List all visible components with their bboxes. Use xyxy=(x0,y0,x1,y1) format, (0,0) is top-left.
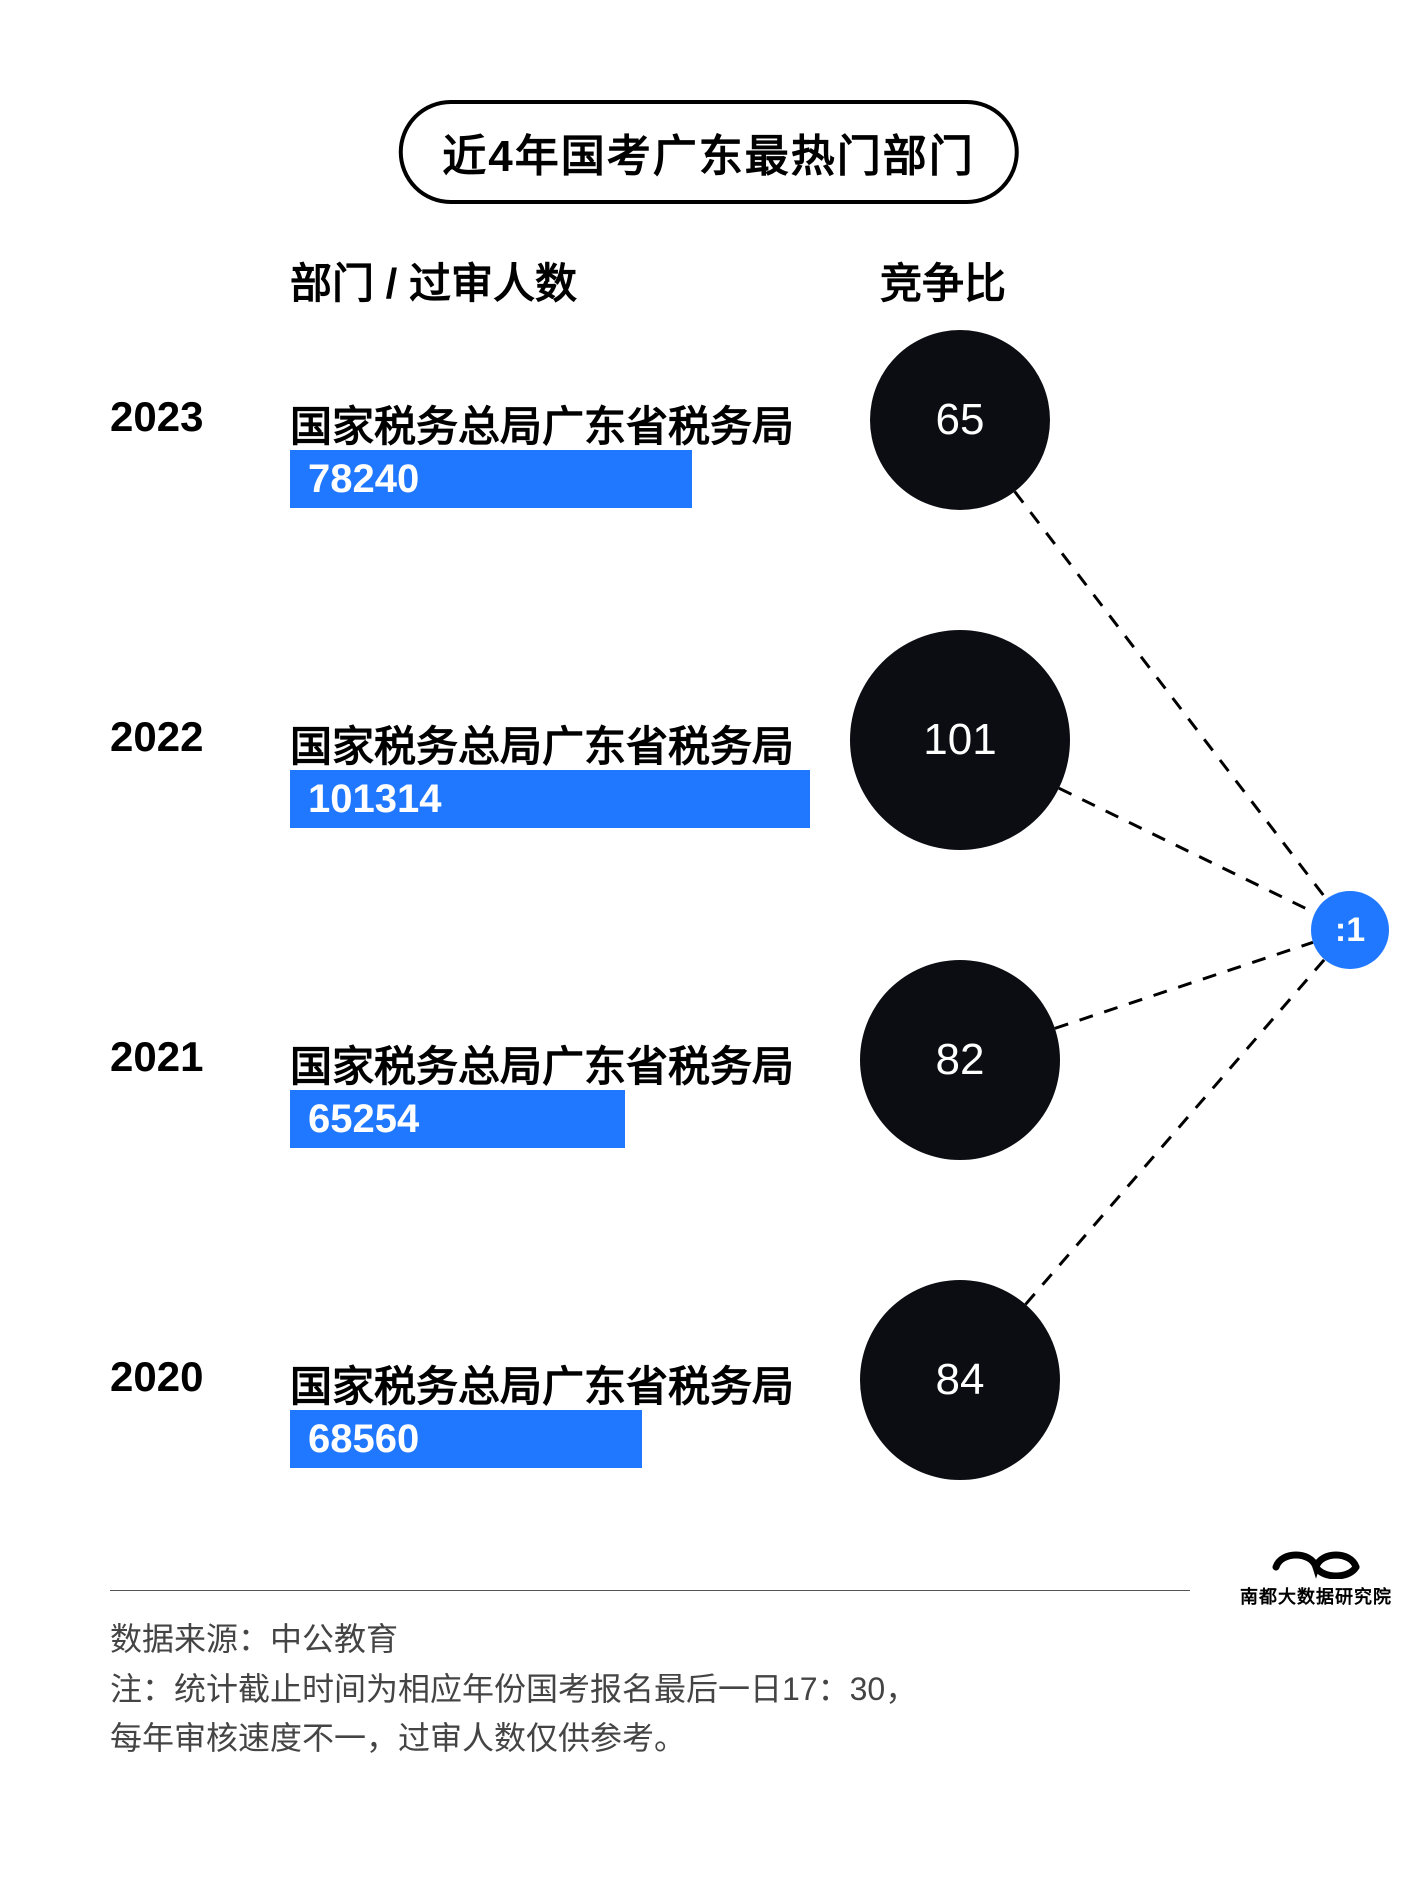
footer-note-1: 注：统计截止时间为相应年份国考报名最后一日17：30， xyxy=(110,1665,917,1715)
ratio-suffix-text: :1 xyxy=(1335,911,1365,950)
year-label: 2020 xyxy=(110,1353,203,1401)
year-label: 2023 xyxy=(110,393,203,441)
ratio-circle: 84 xyxy=(860,1280,1060,1480)
column-header-left: 部门 / 过审人数 xyxy=(290,250,577,311)
applicants-bar: 65254 xyxy=(290,1090,625,1148)
footer-source: 数据来源：中公教育 xyxy=(110,1615,917,1665)
year-label: 2021 xyxy=(110,1033,203,1081)
applicants-bar: 68560 xyxy=(290,1410,642,1468)
department-name: 国家税务总局广东省税务局 xyxy=(290,713,794,774)
publisher-logo: 南都大数据研究院 xyxy=(1240,1545,1392,1609)
ratio-circle: 82 xyxy=(860,960,1060,1160)
logo-icon xyxy=(1271,1545,1361,1579)
ratio-circle: 101 xyxy=(850,630,1070,850)
column-header-left-text: 部门 / 过审人数 xyxy=(290,260,577,307)
connector-lines xyxy=(0,0,1417,1882)
column-header-right-text: 竞争比 xyxy=(880,260,1006,307)
column-header-right: 竞争比 xyxy=(880,250,1006,311)
applicants-bar: 78240 xyxy=(290,450,692,508)
ratio-node: :1 xyxy=(1311,891,1389,969)
chart-title-text: 近4年国考广东最热门部门 xyxy=(442,132,974,181)
year-label: 2022 xyxy=(110,713,203,761)
applicants-bar: 101314 xyxy=(290,770,810,828)
department-name: 国家税务总局广东省税务局 xyxy=(290,1353,794,1414)
ratio-circle: 65 xyxy=(870,330,1050,510)
department-name: 国家税务总局广东省税务局 xyxy=(290,1033,794,1094)
chart-title: 近4年国考广东最热门部门 xyxy=(398,100,1018,204)
footer-divider xyxy=(110,1590,1190,1591)
footer-note-2: 每年审核速度不一，过审人数仅供参考。 xyxy=(110,1714,917,1764)
footer-text: 数据来源：中公教育 注：统计截止时间为相应年份国考报名最后一日17：30， 每年… xyxy=(110,1615,917,1764)
logo-text: 南都大数据研究院 xyxy=(1240,1583,1392,1609)
department-name: 国家税务总局广东省税务局 xyxy=(290,393,794,454)
